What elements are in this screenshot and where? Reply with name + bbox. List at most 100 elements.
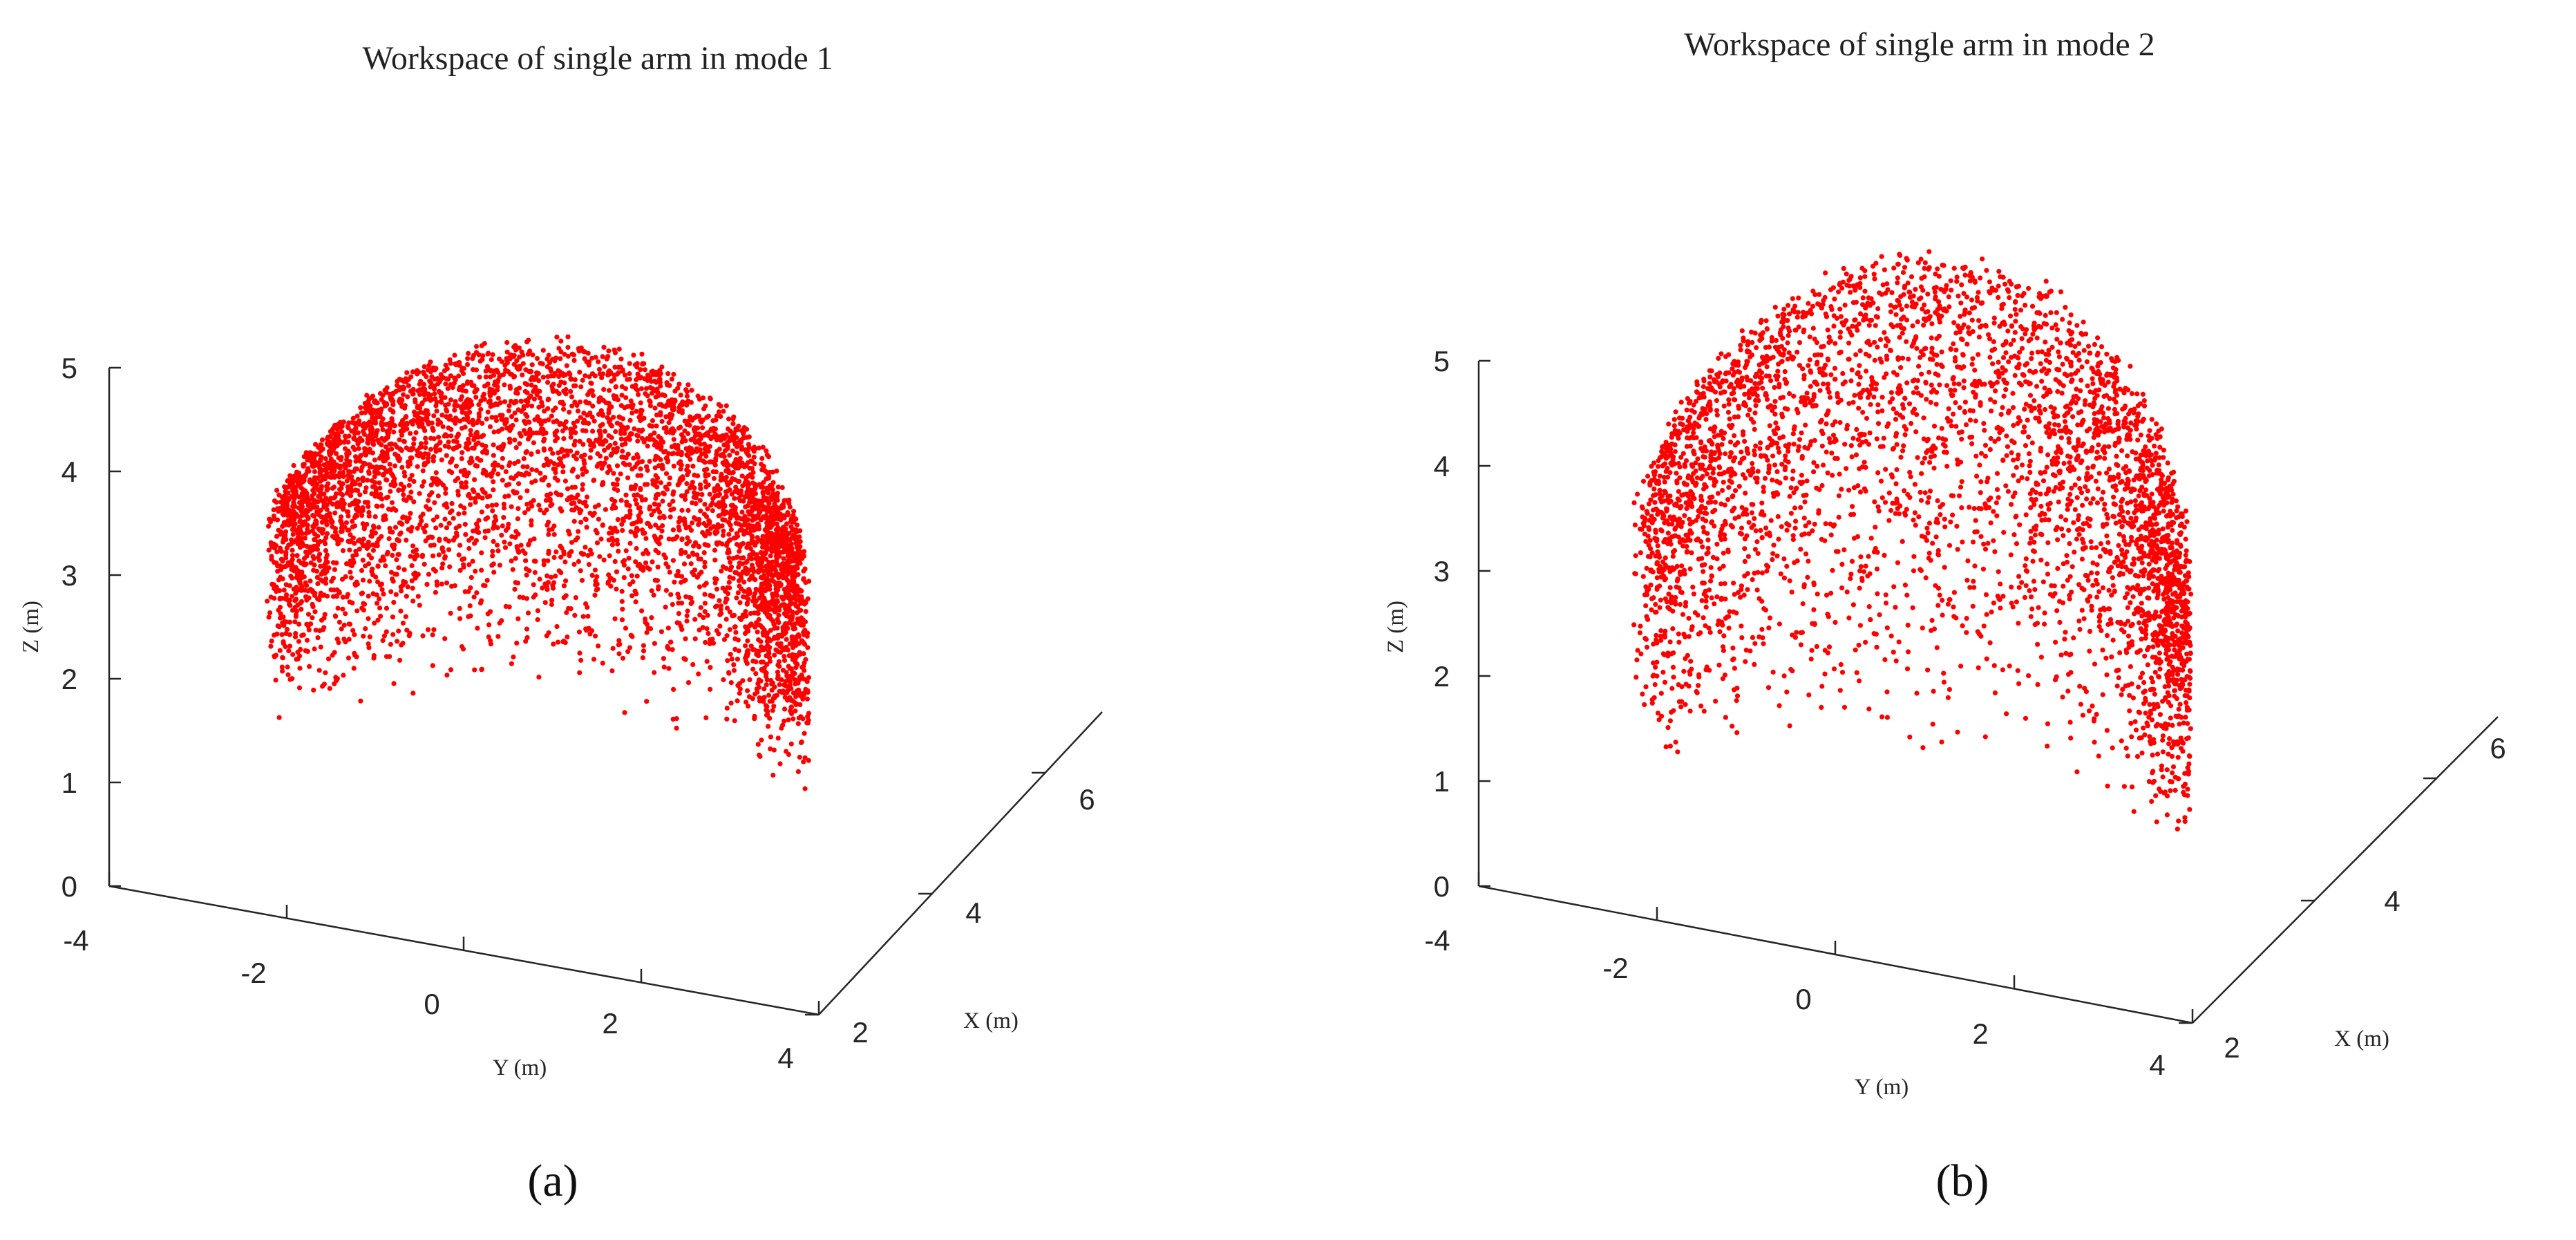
- scatter-point-a: [509, 558, 514, 564]
- scatter-point-a: [400, 641, 406, 646]
- scatter-point-a: [687, 422, 692, 428]
- scatter-point-a: [513, 347, 519, 353]
- scatter-point-a: [432, 500, 437, 505]
- scatter-point-a: [712, 488, 717, 494]
- scatter-point-a: [805, 630, 811, 636]
- scatter-point-a: [486, 622, 492, 628]
- scatter-point-a: [612, 347, 617, 353]
- scatter-point-a: [649, 615, 654, 621]
- scatter-point-a: [643, 560, 649, 565]
- scatter-point-a: [767, 715, 773, 721]
- scatter-point-a: [500, 455, 506, 461]
- scatter-point-a: [591, 657, 597, 662]
- scatter-point-a: [529, 523, 534, 528]
- scatter-point-a: [285, 626, 290, 632]
- scatter-point-a: [456, 387, 462, 393]
- scatter-point-a: [790, 514, 796, 520]
- scatter-point-a: [627, 541, 633, 546]
- scatter-point-a: [482, 535, 488, 541]
- scatter-point-a: [449, 508, 455, 514]
- scatter-point-a: [559, 447, 565, 452]
- scatter-point-a: [748, 527, 754, 533]
- scatter-point-a: [341, 440, 347, 445]
- scatter-point-a: [511, 654, 516, 660]
- scatter-point-a: [267, 517, 273, 523]
- scatter-point-a: [532, 570, 538, 575]
- scatter-point-a: [629, 384, 635, 389]
- scatter-point-a: [551, 382, 556, 387]
- scatter-point-a: [563, 419, 569, 424]
- scatter-point-a: [652, 641, 658, 646]
- scatter-point-a: [453, 478, 458, 484]
- scatter-point-a: [739, 555, 744, 561]
- scatter-point-a: [710, 594, 716, 599]
- scatter-point-a: [366, 539, 371, 545]
- scatter-point-a: [340, 606, 345, 612]
- scatter-point-a: [775, 485, 781, 490]
- scatter-point-a: [339, 429, 345, 435]
- scatter-point-a: [466, 538, 472, 543]
- scatter-point-a: [731, 662, 737, 668]
- scatter-point-a: [392, 463, 398, 469]
- scatter-point-a: [616, 638, 622, 644]
- scatter-point-a: [390, 409, 396, 415]
- scatter-point-a: [793, 694, 799, 699]
- scatter-point-a: [663, 485, 668, 490]
- scatter-point-a: [578, 568, 583, 574]
- scatter-point-a: [299, 599, 305, 605]
- scatter-point-a: [768, 734, 773, 740]
- scatter-point-a: [442, 443, 448, 449]
- scatter-point-a: [397, 532, 403, 537]
- scatter-point-a: [446, 520, 452, 526]
- scatter-point-a: [792, 621, 797, 627]
- scatter-point-a: [802, 731, 807, 736]
- scatter-point-a: [287, 644, 293, 649]
- scatter-point-a: [752, 505, 758, 510]
- scatter-point-a: [674, 725, 679, 731]
- scatter-point-a: [306, 627, 312, 632]
- scatter-point-a: [434, 583, 440, 588]
- scatter-point-a: [721, 476, 726, 481]
- scatter-point-a: [697, 431, 702, 437]
- scatter-point-a: [506, 403, 512, 408]
- scatter-point-a: [701, 550, 707, 556]
- scatter-point-a: [389, 471, 395, 477]
- scatter-point-a: [499, 618, 504, 623]
- scatter-point-a: [307, 549, 312, 556]
- scatter-point-a: [645, 467, 650, 473]
- scatter-point-a: [606, 572, 612, 578]
- scatter-point-a: [689, 450, 694, 456]
- scatter-point-a: [718, 403, 723, 409]
- scatter-point-a: [419, 483, 425, 489]
- scatter-point-a: [612, 440, 618, 447]
- scatter-point-a: [583, 399, 589, 404]
- scatter-point-a: [594, 581, 600, 587]
- scatter-point-a: [349, 489, 354, 494]
- scatter-point-a: [721, 435, 728, 442]
- scatter-point-a: [268, 644, 274, 649]
- scatter-point-a: [628, 398, 634, 404]
- scatter-point-a: [712, 557, 718, 563]
- scatter-point-a: [372, 480, 378, 485]
- scatter-point-a: [583, 499, 588, 505]
- scatter-point-a: [726, 549, 732, 555]
- scatter-point-a: [779, 633, 784, 639]
- scatter-point-a: [545, 406, 551, 411]
- scatter-point-a: [296, 621, 302, 627]
- scatter-point-a: [690, 550, 696, 556]
- scatter-point-a: [476, 411, 482, 417]
- scatter-point-a: [756, 445, 761, 451]
- scatter-point-a: [755, 521, 761, 527]
- scatter-point-a: [417, 387, 423, 393]
- scatter-point-a: [718, 413, 723, 420]
- scatter-point-a: [663, 471, 670, 476]
- scatter-point-a: [748, 621, 754, 627]
- scatter-point-a: [760, 491, 766, 496]
- scatter-point-a: [549, 601, 555, 608]
- scatter-point-a: [448, 610, 453, 616]
- scatter-point-a: [297, 666, 303, 671]
- scatter-point-a: [725, 482, 730, 488]
- scatter-point-a: [439, 391, 444, 396]
- scatter-point-a: [573, 595, 579, 601]
- scatter-point-a: [364, 393, 370, 398]
